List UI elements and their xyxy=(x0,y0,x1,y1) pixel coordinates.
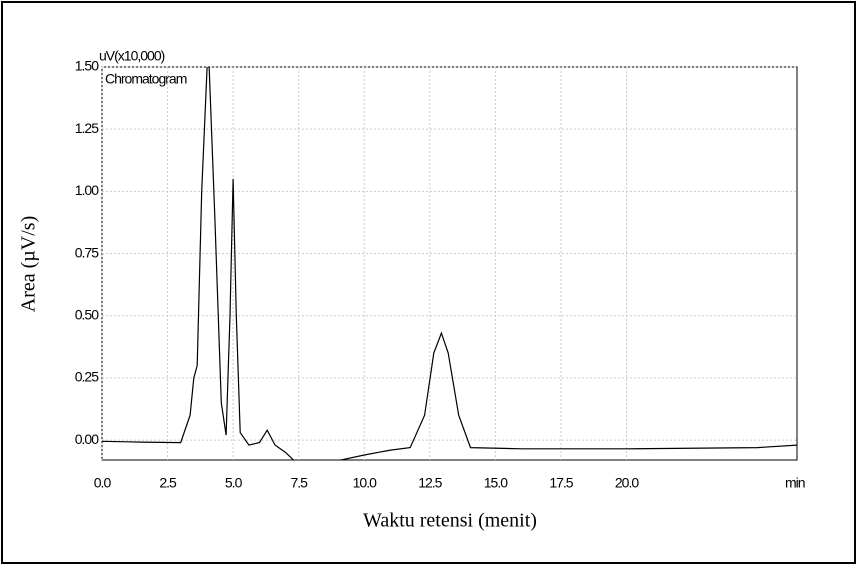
x-tick-label: 17.5 xyxy=(549,475,573,491)
y-tick-label: 0.00 xyxy=(75,431,99,447)
chromatogram-line xyxy=(102,67,797,460)
x-axis-label: Waktu retensi (menit) xyxy=(363,510,537,532)
y-tick-label: 1.25 xyxy=(75,120,99,136)
x-tick-label: 15.0 xyxy=(484,475,508,491)
x-tick-label: 5.0 xyxy=(225,475,243,491)
plot-area xyxy=(101,66,798,461)
y-tick-label: 0.25 xyxy=(75,369,99,385)
x-tick-label: 2.5 xyxy=(159,475,177,491)
x-tick-label: 7.5 xyxy=(290,475,308,491)
x-tick-label: 0.0 xyxy=(94,475,112,491)
x-tick-label: 12.5 xyxy=(418,475,442,491)
y-tick-label: 1.50 xyxy=(75,58,99,74)
x-unit: min xyxy=(785,475,805,491)
y-axis-label: Area (µV/s) xyxy=(18,216,40,312)
legend-label: Chromatogram xyxy=(105,71,187,87)
y-tick-label: 0.75 xyxy=(75,244,99,260)
y-tick-label: 1.00 xyxy=(75,182,99,198)
unit-label: uV(x10,000) xyxy=(99,48,165,64)
x-tick-label: 10.0 xyxy=(353,475,377,491)
x-tick-label: 20.0 xyxy=(615,475,639,491)
y-tick-label: 0.50 xyxy=(75,306,99,322)
